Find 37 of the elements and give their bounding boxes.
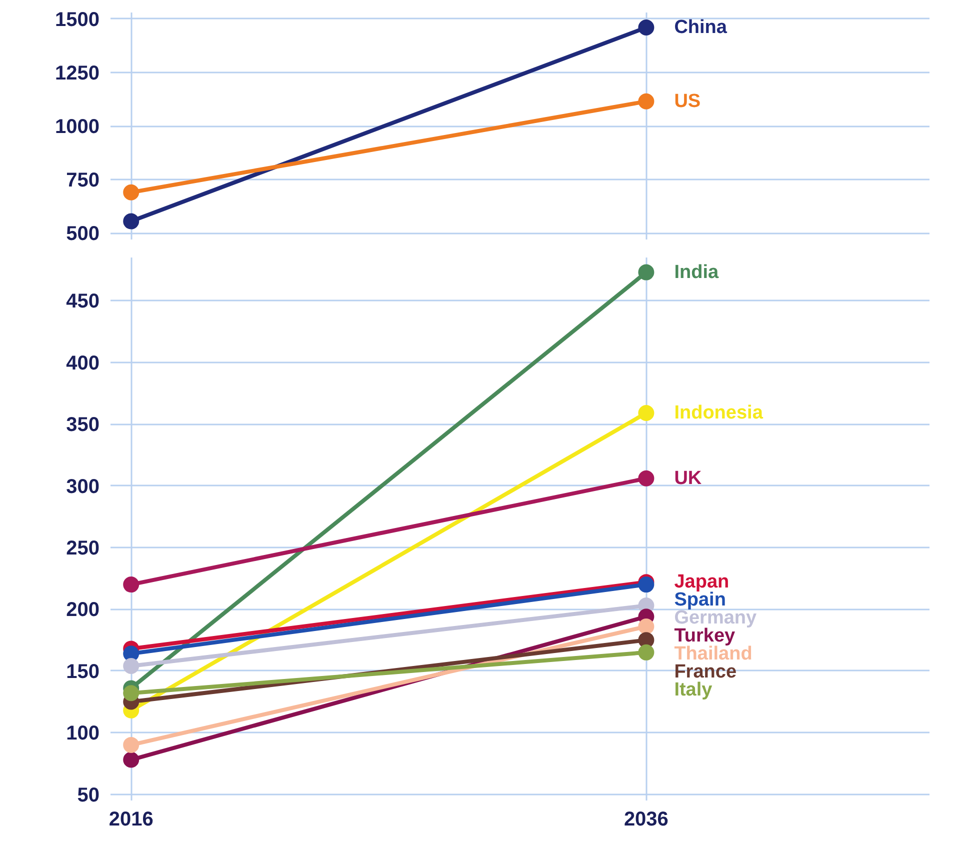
point — [123, 736, 140, 753]
point — [123, 184, 140, 200]
y-tick-label: 1000 — [55, 116, 100, 138]
y-tick-label: 300 — [66, 476, 100, 498]
y-tick-label: 500 — [66, 223, 100, 246]
x-tick-label: 2016 — [108, 808, 154, 830]
series-label: India — [674, 262, 719, 283]
point — [123, 658, 140, 674]
point — [123, 213, 140, 230]
series-label: China — [674, 16, 728, 38]
y-tick-label: 350 — [66, 414, 100, 436]
point — [638, 644, 654, 660]
x-tick-label: 2036 — [624, 808, 668, 830]
point — [123, 576, 140, 593]
y-tick-label: 1500 — [55, 8, 100, 31]
y-tick-label: 50 — [77, 784, 100, 806]
y-tick-label: 750 — [66, 170, 100, 192]
point — [638, 93, 654, 110]
point — [638, 470, 654, 486]
point — [638, 405, 654, 421]
y-tick-label: 450 — [66, 290, 100, 313]
y-tick-label: 100 — [66, 722, 100, 745]
point — [638, 264, 654, 280]
series-label: UK — [674, 468, 702, 489]
point — [123, 752, 140, 768]
series-label: Japan — [674, 572, 730, 593]
y-tick-label: 150 — [66, 660, 100, 683]
point — [638, 20, 654, 36]
point — [638, 618, 654, 634]
y-tick-label: 250 — [66, 538, 100, 560]
y-tick-label: 400 — [66, 352, 100, 374]
series-label: Indonesia — [674, 402, 764, 424]
series-label: Turkey — [674, 626, 736, 647]
y-tick-label: 200 — [66, 599, 100, 622]
point — [123, 685, 140, 702]
series-label: US — [674, 90, 701, 112]
y-tick-label: 1250 — [55, 62, 100, 84]
